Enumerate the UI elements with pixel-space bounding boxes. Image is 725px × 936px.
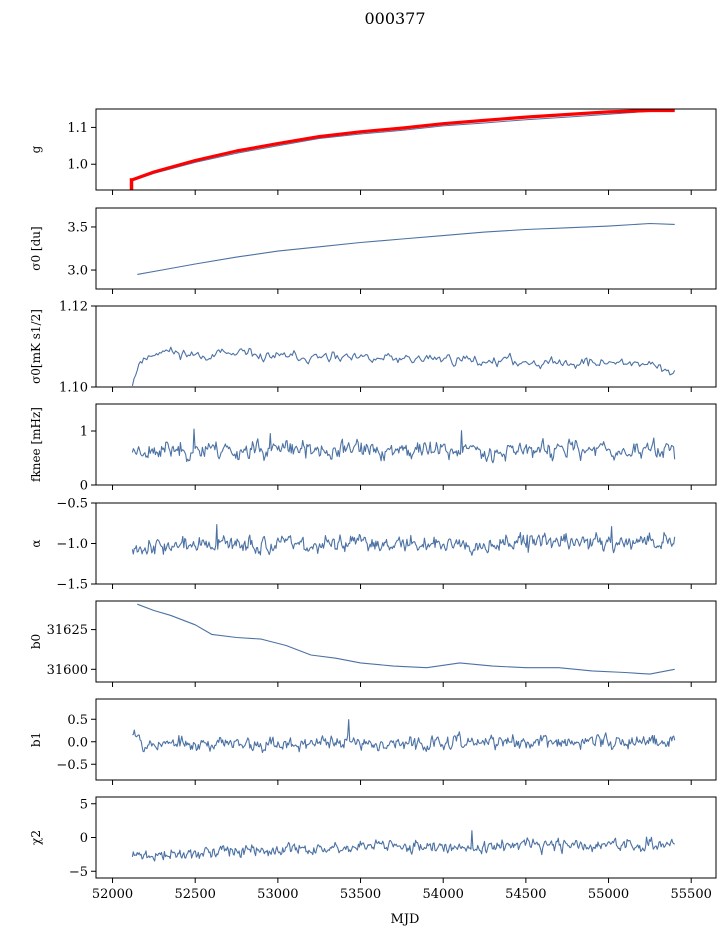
axes-frame — [95, 108, 717, 191]
y-tick-label: −0.5 — [56, 758, 88, 773]
axes-frame — [95, 600, 717, 683]
series-line-g-1 — [131, 109, 675, 182]
axes-frame — [95, 796, 717, 879]
series-line-fknee-0 — [131, 428, 676, 464]
y-tick-label: 1.0 — [67, 158, 88, 173]
axes-frame — [95, 403, 717, 486]
y-tick-label: 3.0 — [67, 264, 88, 279]
x-tick-label: 52000 — [92, 887, 133, 902]
panels: 1.0 1.1 g 3.0 3.5 σ0 [du] 1.10 1.12 σ0[mK s1/2] 0… — [29, 108, 717, 902]
y-axis-label-sigma0-du: σ0 [du] — [29, 226, 43, 270]
y-tick-label: −1.5 — [56, 578, 88, 593]
panel-fknee: 0 1 fknee [mHz] — [29, 403, 717, 494]
y-tick-label: 31600 — [47, 663, 88, 678]
x-tick-label: 54500 — [505, 887, 546, 902]
x-tick-label: 53500 — [340, 887, 381, 902]
y-tick-label: 3.5 — [67, 220, 88, 235]
y-tick-label: 0.5 — [67, 713, 88, 728]
panel-sigma0-du: 3.0 3.5 σ0 [du] — [29, 207, 717, 294]
y-tick-label: 0 — [80, 831, 88, 846]
panel-sigma0-mk: 1.10 1.12 σ0[mK s1/2] — [29, 300, 717, 396]
y-tick-label: 1.10 — [59, 381, 88, 396]
x-tick-label: 53000 — [257, 887, 298, 902]
y-tick-label: −5 — [69, 865, 88, 880]
series-line-g-0 — [132, 110, 675, 182]
x-tick-label: 55000 — [588, 887, 629, 902]
y-tick-label: 1.1 — [67, 121, 88, 136]
y-axis-label-fknee: fknee [mHz] — [29, 407, 43, 482]
y-axis-label-chi2: χ2 — [29, 830, 43, 845]
y-tick-label: 1 — [80, 425, 88, 440]
x-axis-label: MJD — [391, 912, 420, 927]
axes-frame — [95, 207, 717, 290]
y-axis-label-g: g — [29, 145, 43, 153]
figure-title: 000377 — [364, 9, 425, 28]
x-tick-label: 52500 — [175, 887, 216, 902]
series-line-sigma0-mk-0 — [131, 346, 676, 387]
y-tick-label: 1.12 — [59, 300, 88, 315]
panel-b1: −0.5 0.0 0.5 b1 — [29, 698, 717, 785]
y-axis-label-b1: b1 — [29, 732, 43, 747]
axes-frame — [95, 698, 717, 781]
y-tick-label: 0.0 — [67, 735, 88, 750]
series-line-b0-0 — [137, 603, 675, 675]
panel-g: 1.0 1.1 g — [29, 108, 717, 195]
y-tick-label: −1.0 — [56, 537, 88, 552]
y-tick-label: −0.5 — [56, 497, 88, 512]
y-tick-label: 31625 — [47, 623, 88, 638]
y-axis-label-alpha: α — [29, 539, 43, 547]
series-line-sigma0-du-0 — [137, 222, 675, 275]
x-tick-label: 55500 — [671, 887, 712, 902]
y-tick-label: 0 — [80, 479, 88, 494]
series-line-b1-0 — [132, 719, 676, 754]
series-line-chi2-0 — [131, 830, 675, 862]
panel-b0: 31600 31625 b0 — [29, 600, 717, 687]
x-tick-label: 54000 — [423, 887, 464, 902]
y-axis-label-sigma0-mk: σ0[mK s1/2] — [29, 309, 43, 384]
panel-alpha: −1.5 −1.0 −0.5 α — [29, 497, 717, 593]
y-tick-label: 5 — [80, 797, 88, 812]
axes-frame — [95, 305, 717, 388]
panel-chi2: −5 0 5 52000 52500 53000 53500 54000 54500 55000 5… — [29, 796, 717, 902]
series-line-alpha-0 — [131, 524, 676, 556]
y-axis-label-b0: b0 — [29, 634, 43, 649]
